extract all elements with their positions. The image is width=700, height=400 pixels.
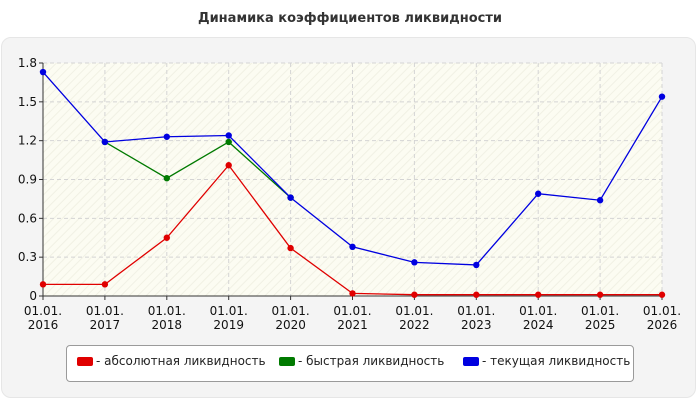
series-point-0 [225,162,232,169]
legend-label-quick: - быстрая ликвидность [298,354,445,368]
series-point-2 [287,194,294,201]
legend-swatch-quick [279,356,295,366]
legend-swatch-absolute [77,356,93,366]
x-tick-label: 01.01. 2023 [457,304,495,332]
series-point-1 [225,138,232,146]
series-line-1 [104,141,292,199]
x-tick-label: 01.01. 2022 [395,304,433,332]
x-tick-label: 01.01. 2020 [272,304,310,332]
series-point-0 [349,290,356,297]
series-point-2 [535,190,542,197]
y-tick-label: 0.9 [18,173,37,187]
series-point-2 [658,93,666,100]
series-point-2 [163,133,170,140]
legend-label-absolute: - абсолютная ликвидность [96,354,266,368]
legend-item-quick: - быстрая ликвидность [279,354,444,368]
x-tick-label: 01.01. 2016 [24,304,62,332]
x-tick-label: 01.01. 2024 [519,304,557,332]
x-tick-label: 01.01. 2025 [581,304,619,332]
series-point-2 [39,68,47,76]
y-tick-label: 0.6 [18,211,37,225]
legend-item-absolute: - абсолютная ликвидность [77,354,266,368]
series-point-2 [225,132,232,139]
series-point-0 [411,291,418,298]
series-point-0 [39,281,47,288]
y-tick-label: 0 [29,289,37,303]
series-point-0 [101,281,109,288]
x-tick-label: 01.01. 2019 [210,304,248,332]
y-tick-label: 1.5 [18,95,37,109]
chart-legend: - абсолютная ликвидность - быстрая ликви… [66,345,634,382]
series-point-1 [163,175,170,182]
legend-item-current: - текущая ликвидность [463,354,630,368]
y-tick-label: 0.3 [18,250,37,264]
y-tick-label: 1.2 [18,134,37,148]
series-point-0 [658,291,666,298]
series-point-0 [596,291,604,298]
series-point-0 [535,291,542,298]
series-point-2 [411,259,418,266]
y-tick-label: 1.8 [18,56,37,70]
series-point-2 [349,243,356,251]
series-point-2 [596,197,604,204]
x-tick-label: 01.01. 2017 [86,304,124,332]
series-point-2 [473,261,480,269]
series-point-0 [473,291,480,298]
series-point-0 [163,234,170,241]
x-tick-label: 01.01. 2018 [148,304,186,332]
x-tick-label: 01.01. 2021 [333,304,371,332]
legend-label-current: - текущая ликвидность [482,354,631,368]
chart-title: Динамика коэффициентов ликвидности [198,11,502,26]
legend-swatch-current [463,356,479,366]
series-point-2 [101,138,109,146]
series-point-0 [287,244,294,252]
x-tick-label: 01.01. 2026 [643,304,681,332]
